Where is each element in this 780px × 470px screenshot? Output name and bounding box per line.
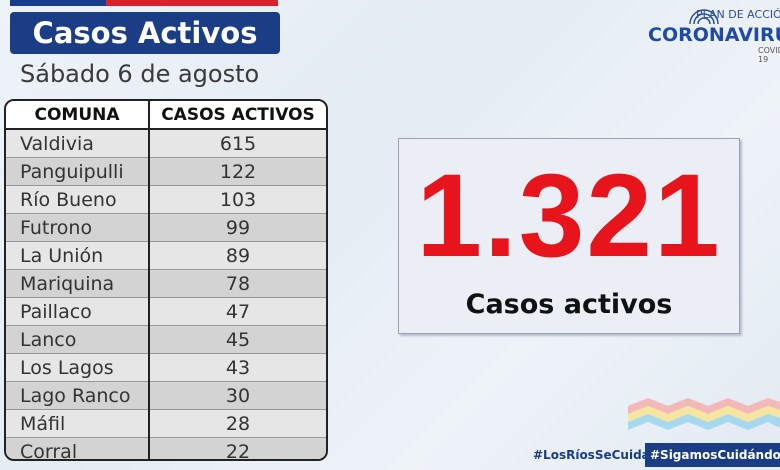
casos-cell: 45 xyxy=(149,325,326,354)
comuna-cell: Máfil xyxy=(6,409,150,438)
table-row: La Unión 89 xyxy=(6,241,326,270)
flag-stripe xyxy=(10,0,278,10)
comuna-cell: Lanco xyxy=(6,325,150,354)
logo-plan-text: PLAN DE ACCIÓN xyxy=(696,8,780,21)
plan-coronavirus-logo: PLAN DE ACCIÓN CORONAVIRUS COVID-19 xyxy=(648,6,780,64)
flag-stripe-red xyxy=(106,0,278,6)
table-row: Futrono 99 xyxy=(6,213,326,242)
flag-stripe-blue xyxy=(10,0,106,6)
logo-name-text: CORONAVIRUS xyxy=(648,24,780,46)
table-row: Los Lagos 43 xyxy=(6,353,326,382)
comuna-cell: Valdivia xyxy=(6,129,150,158)
logo-sub-text: COVID-19 xyxy=(758,46,780,64)
column-header-comuna: COMUNA xyxy=(6,101,150,130)
casos-cell: 103 xyxy=(149,185,326,214)
page-title: Casos Activos xyxy=(10,12,280,54)
total-card: 1.321 Casos activos xyxy=(398,138,740,334)
casos-cell: 30 xyxy=(149,381,326,410)
total-cases-number: 1.321 xyxy=(416,150,722,282)
table-row: Valdivia 615 xyxy=(6,129,326,158)
casos-cell: 89 xyxy=(149,241,326,270)
table-row: Panguipulli 122 xyxy=(6,157,326,186)
casos-cell: 615 xyxy=(149,129,326,158)
casos-cell: 122 xyxy=(149,157,326,186)
total-cases-label: Casos activos xyxy=(465,289,673,320)
logo-emblem-icon xyxy=(689,9,719,25)
table-body: Valdivia 615 Panguipulli 122 Río Bueno 103 Fut… xyxy=(6,129,326,459)
table-row: Río Bueno 103 xyxy=(6,185,326,214)
table-row: Mariquina 78 xyxy=(6,269,326,298)
casos-cell: 78 xyxy=(149,269,326,298)
table-row: Corral 22 xyxy=(6,437,326,459)
casos-cell: 43 xyxy=(149,353,326,382)
table-row: Lanco 45 xyxy=(6,325,326,354)
comuna-cell: Mariquina xyxy=(6,269,150,298)
casos-cell: 47 xyxy=(149,297,326,326)
casos-cell: 99 xyxy=(149,213,326,242)
comuna-cell: Corral xyxy=(6,437,150,459)
casos-cell: 28 xyxy=(149,409,326,438)
comuna-cell: Río Bueno xyxy=(6,185,150,214)
cases-table: COMUNA CASOS ACTIVOS Valdivia 615 Panguipu… xyxy=(4,99,328,461)
comuna-cell: Lago Ranco xyxy=(6,381,150,410)
decorative-waves-icon xyxy=(628,398,780,430)
column-header-casos: CASOS ACTIVOS xyxy=(149,101,326,130)
casos-cell: 22 xyxy=(149,437,326,459)
table-row: Paillaco 47 xyxy=(6,297,326,326)
hashtag-los-rios: #LosRíosSeCuida xyxy=(533,448,650,462)
table-row: Máfil 28 xyxy=(6,409,326,438)
comuna-cell: Los Lagos xyxy=(6,353,150,382)
comuna-cell: La Unión xyxy=(6,241,150,270)
comuna-cell: Futrono xyxy=(6,213,150,242)
table-row: Lago Ranco 30 xyxy=(6,381,326,410)
comuna-cell: Paillaco xyxy=(6,297,150,326)
hashtag-sigamos: #SigamosCuidándonos xyxy=(645,443,780,467)
date-label: Sábado 6 de agosto xyxy=(20,60,260,88)
comuna-cell: Panguipulli xyxy=(6,157,150,186)
